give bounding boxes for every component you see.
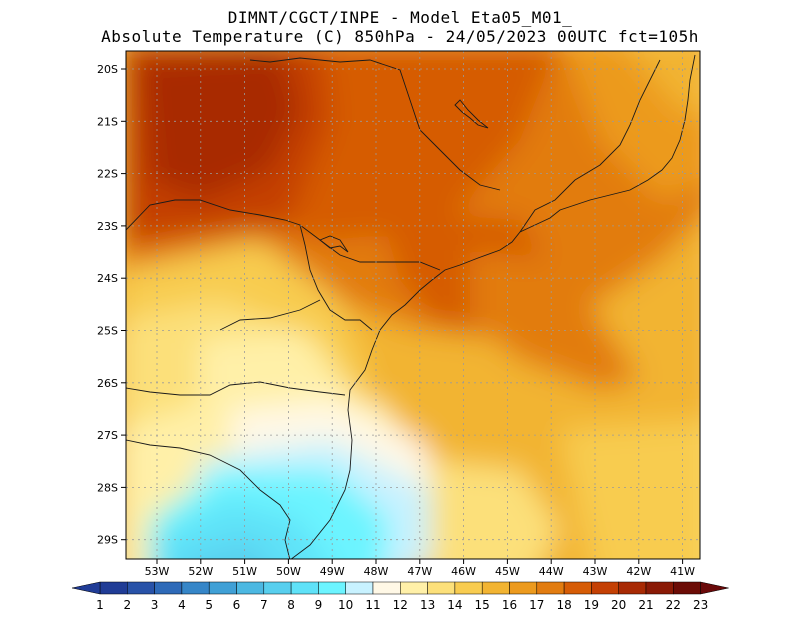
lat-label: 28S: [97, 481, 118, 494]
lat-label: 26S: [97, 377, 118, 390]
colorbar-swatch: [454, 581, 483, 595]
colorbar-label: 2: [123, 598, 131, 612]
colorbar-swatch: [154, 581, 183, 595]
colorbar-label: 21: [638, 598, 653, 612]
map-title-line1: DIMNT/CGCT/INPE - Model Eta05_M01_: [227, 8, 573, 27]
colorbar-swatch: [181, 581, 210, 595]
colorbar-swatch: [400, 581, 428, 595]
state-border-pr-sp: [299, 224, 373, 331]
map-title-line2: Absolute Temperature (C) 850hPa - 24/05/…: [101, 27, 699, 46]
colorbar-swatch: [536, 581, 565, 595]
state-border-rs: [126, 439, 291, 559]
graticule: [126, 51, 700, 559]
colorbar: 1 2 3 4 5 6 7 8 9 10 11 12 13 14 15 16 17 18 19 20 21 22 23: [71, 581, 729, 612]
colorbar-label: 19: [584, 598, 599, 612]
colorbar-label: 18: [556, 598, 571, 612]
lon-label: 51W: [232, 565, 257, 578]
colorbar-label: 10: [338, 598, 353, 612]
colorbar-swatch: [509, 581, 538, 595]
colorbar-label: 14: [447, 598, 462, 612]
lat-label: 27S: [97, 429, 118, 442]
map-frame: [125, 50, 701, 560]
colorbar-label: 6: [233, 598, 241, 612]
colorbar-label: 9: [315, 598, 323, 612]
colorbar-label: 11: [365, 598, 380, 612]
lon-label: 53W: [145, 565, 170, 578]
lon-label: 50W: [276, 565, 301, 578]
longitude-labels: 53W 52W 51W 50W 49W 48W 47W 46W 45W 44W 43W 42W 41W: [145, 559, 695, 578]
colorbar-label: 23: [693, 598, 708, 612]
colorbar-high-arrow: [700, 581, 729, 595]
colorbar-label: 22: [666, 598, 681, 612]
colorbar-label: 13: [420, 598, 435, 612]
colorbar-label: 3: [151, 598, 159, 612]
colorbar-swatch: [99, 581, 128, 595]
colorbar-label: 17: [529, 598, 544, 612]
colorbar-swatch: [127, 581, 155, 595]
colorbar-label: 8: [287, 598, 295, 612]
colorbar-swatch: [673, 581, 701, 595]
colorbar-label: 4: [178, 598, 186, 612]
colorbar-swatch: [481, 581, 510, 595]
colorbar-swatch: [427, 581, 456, 595]
lat-label: 20S: [97, 63, 118, 76]
lon-label: 43W: [583, 565, 608, 578]
lake-outline-2: [319, 235, 349, 253]
colorbar-swatch: [345, 581, 374, 595]
lon-label: 44W: [539, 565, 564, 578]
lat-label: 24S: [97, 272, 118, 285]
lat-label: 22S: [97, 168, 118, 181]
colorbar-label: 15: [475, 598, 490, 612]
latitude-labels: 20S 21S 22S 23S 24S 25S 26S 27S 28S 29S: [97, 63, 126, 547]
state-border-mg-rj: [519, 59, 661, 233]
colorbar-label: 7: [260, 598, 268, 612]
lon-label: 42W: [626, 565, 651, 578]
colorbar-swatch: [563, 581, 592, 595]
coastline-borders: [126, 54, 696, 559]
colorbar-swatch: [208, 581, 237, 595]
lon-label: 45W: [495, 565, 520, 578]
lat-label: 21S: [97, 115, 118, 128]
colorbar-swatch: [645, 581, 674, 595]
lon-label: 47W: [407, 565, 432, 578]
state-border-pr-west: [219, 299, 321, 331]
colorbar-swatch: [372, 581, 401, 595]
colorbar-swatch: [290, 581, 319, 595]
lat-label: 23S: [97, 220, 118, 233]
colorbar-label: 5: [205, 598, 213, 612]
lon-label: 46W: [451, 565, 476, 578]
colorbar-swatch: [263, 581, 292, 595]
lake-outline: [454, 99, 489, 129]
state-border-sc: [126, 381, 346, 396]
colorbar-swatch: [618, 581, 647, 595]
colorbar-label: 12: [393, 598, 408, 612]
colorbar-low-arrow: [71, 581, 101, 595]
lat-label: 29S: [97, 534, 118, 547]
colorbar-swatch: [236, 581, 265, 595]
lat-label: 25S: [97, 325, 118, 338]
coastline: [290, 54, 696, 559]
temperature-field: [126, 51, 700, 559]
lon-label: 48W: [364, 565, 389, 578]
colorbar-swatch: [591, 581, 619, 595]
lon-label: 52W: [188, 565, 213, 578]
colorbar-label: 1: [96, 598, 104, 612]
colorbar-label: 20: [611, 598, 626, 612]
colorbar-label: 16: [502, 598, 517, 612]
colorbar-swatch: [318, 581, 346, 595]
lon-label: 49W: [320, 565, 345, 578]
lon-label: 41W: [670, 565, 695, 578]
